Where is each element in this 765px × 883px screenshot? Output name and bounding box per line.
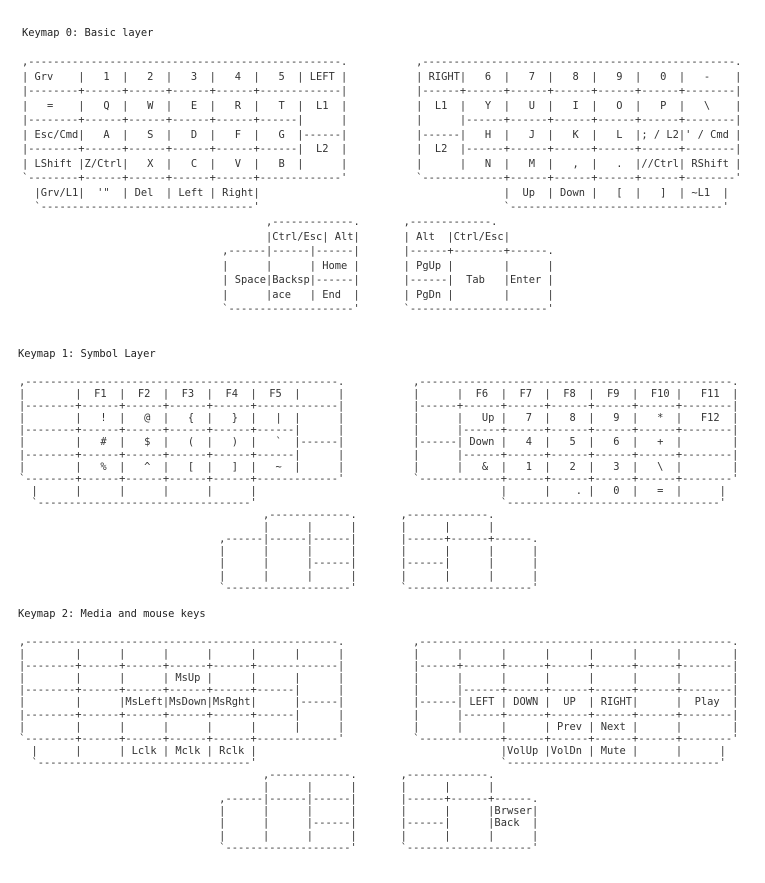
keymap-2-heading: Keymap 2: Media and mouse keys <box>18 608 206 620</box>
keymap-0-heading: Keymap 0: Basic layer <box>22 27 154 39</box>
keymap-0-diagram: ,---------------------------------------… <box>22 56 742 316</box>
keymap-1-heading: Keymap 1: Symbol Layer <box>18 348 156 360</box>
keymap-1-diagram: ,---------------------------------------… <box>19 376 739 594</box>
keymap-2-diagram: ,---------------------------------------… <box>19 636 739 854</box>
